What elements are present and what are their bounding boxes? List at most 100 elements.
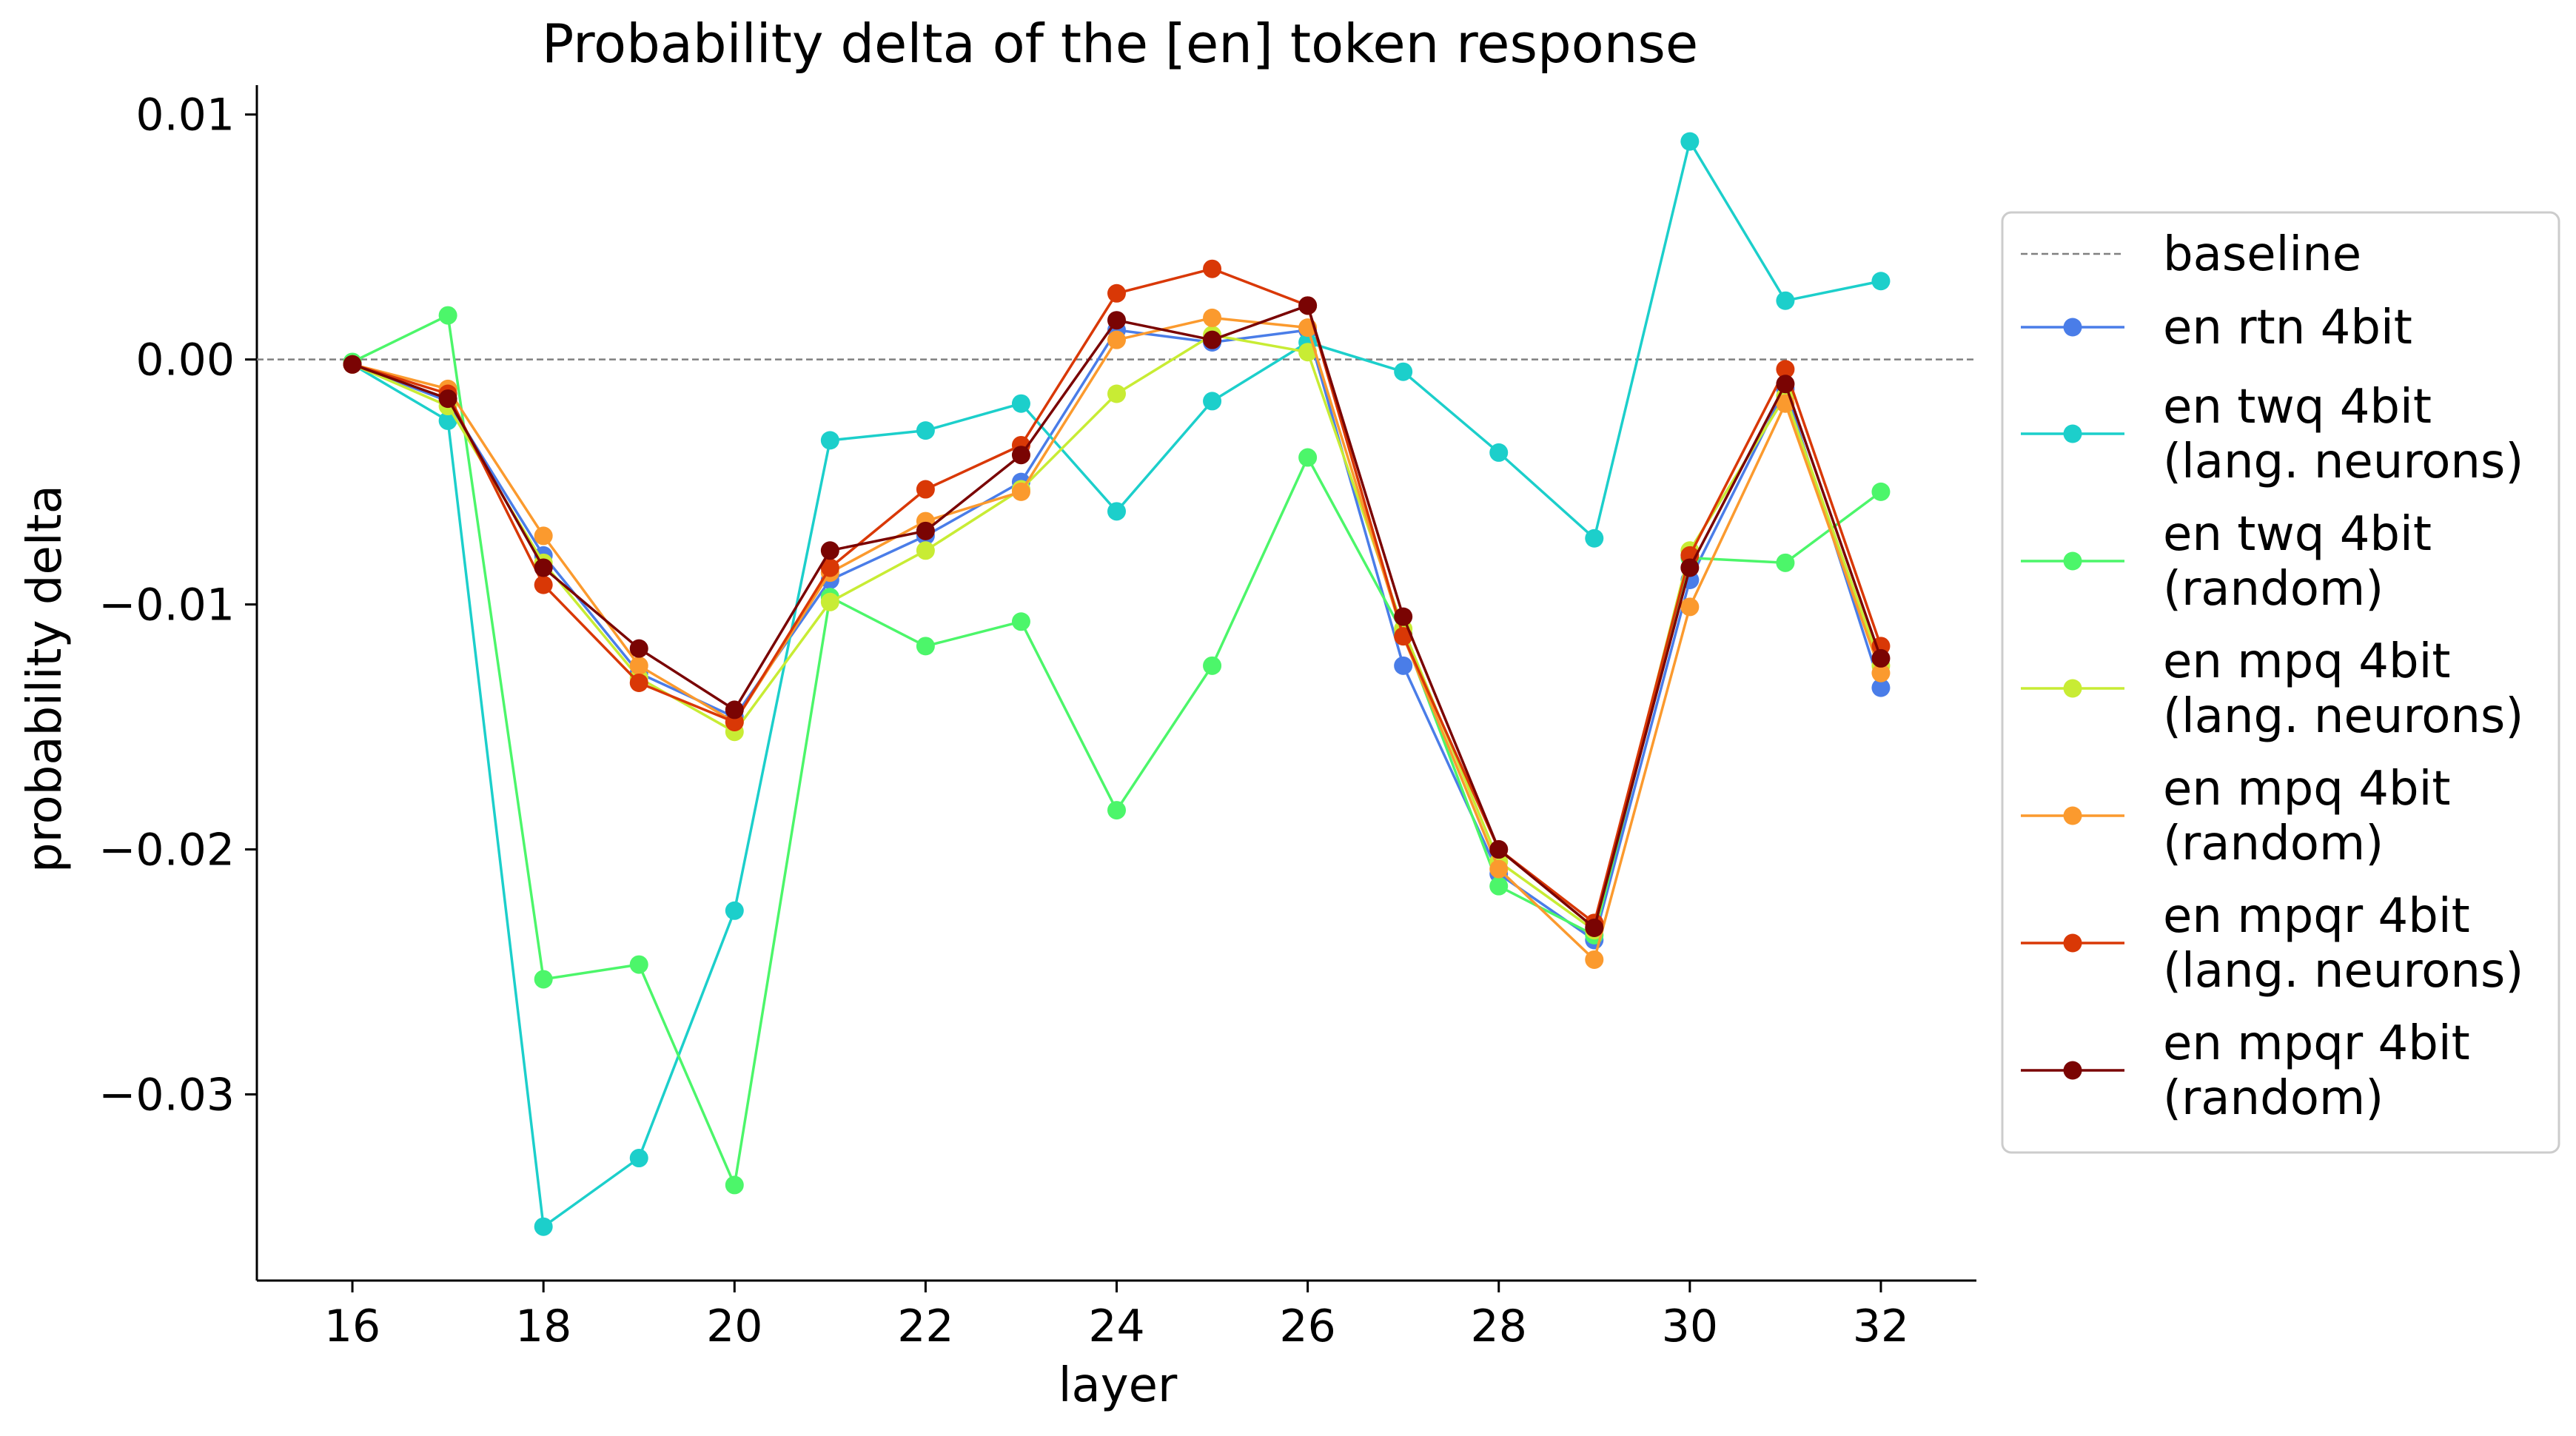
data-point (1394, 607, 1413, 626)
data-point (629, 1149, 648, 1168)
legend-label: en twq 4bit (random) (2163, 507, 2432, 617)
data-point (1680, 597, 1700, 617)
data-point (1585, 529, 1604, 548)
data-point (916, 521, 935, 540)
data-point (1871, 482, 1891, 501)
legend-box (2001, 211, 2560, 1154)
data-point (1871, 272, 1891, 291)
x-tick-label: 28 (1471, 1301, 1527, 1352)
data-point (438, 411, 457, 430)
x-tick-label: 20 (706, 1301, 762, 1352)
data-point (534, 970, 553, 989)
data-point (1203, 392, 1222, 411)
data-point (1203, 308, 1222, 327)
data-point (1776, 375, 1795, 394)
data-point (438, 389, 457, 409)
data-point (1680, 558, 1700, 577)
data-point (1489, 840, 1509, 859)
data-point (1776, 360, 1795, 379)
legend-handle-marker (2063, 424, 2082, 443)
plot-area: 16 18 20 22 24 26 28 30 32 −0.03 −0.02 −0.01 0.00 0.0… (98, 85, 1976, 1352)
legend-label: en mpqr 4bit (lang. neurons) (2163, 889, 2523, 999)
x-axis-label: layer (1059, 1358, 1178, 1413)
data-point (534, 526, 553, 546)
data-point (820, 541, 839, 560)
data-point (1871, 663, 1891, 682)
data-point (1203, 330, 1222, 349)
data-point (1011, 394, 1030, 413)
legend: baseline en rtn 4bit en twq 4bit (lang. neu… (2001, 211, 2560, 1154)
data-point (1011, 612, 1030, 631)
data-point (1107, 311, 1126, 330)
data-point (1489, 876, 1509, 896)
data-point (916, 421, 935, 440)
data-point (1203, 656, 1222, 675)
data-point (916, 637, 935, 656)
y-axis-label: probability delta (18, 485, 73, 873)
data-point (1298, 448, 1318, 467)
legend-label: en mpq 4bit (lang. neurons) (2163, 634, 2523, 744)
data-point (534, 1217, 553, 1236)
data-point (534, 575, 553, 594)
data-point (629, 674, 648, 692)
legend-handle-marker (2063, 551, 2082, 571)
data-point (1871, 648, 1891, 668)
data-point (1107, 801, 1126, 820)
legend-handle-marker (2063, 679, 2082, 698)
x-tick-label: 22 (897, 1301, 953, 1352)
data-point (1776, 291, 1795, 310)
data-point (916, 541, 935, 560)
data-point (1298, 296, 1318, 315)
y-tick-label: −0.01 (98, 580, 235, 631)
x-tick-label: 24 (1088, 1301, 1144, 1352)
chart-title: Probability delta of the [en] token resp… (542, 13, 1698, 75)
data-point (1489, 859, 1509, 879)
data-point (1107, 283, 1126, 303)
data-point (1489, 443, 1509, 462)
data-point (1011, 446, 1030, 465)
data-point (1107, 502, 1126, 521)
data-point (1298, 343, 1318, 362)
legend-handle-marker (2063, 1061, 2082, 1080)
data-point (629, 656, 648, 675)
data-point (725, 700, 744, 719)
legend-label: en mpqr 4bit (random) (2163, 1016, 2470, 1126)
data-point (916, 480, 935, 499)
data-point (1776, 553, 1795, 572)
legend-label-baseline: baseline (2163, 227, 2361, 282)
data-point (629, 955, 648, 974)
data-point (1585, 950, 1604, 969)
data-point (438, 306, 457, 325)
data-point (1394, 656, 1413, 675)
y-tick-label: 0.00 (135, 335, 235, 386)
data-point (1011, 482, 1030, 501)
y-tick-label: 0.01 (135, 90, 235, 141)
x-tick-label: 16 (324, 1301, 380, 1352)
legend-handle-marker (2063, 318, 2082, 337)
legend-label: en mpq 4bit (random) (2163, 762, 2450, 871)
data-point (629, 639, 648, 658)
data-point (1871, 678, 1891, 697)
x-tick-label: 30 (1662, 1301, 1718, 1352)
data-point (1203, 259, 1222, 278)
data-point (1394, 627, 1413, 646)
legend-handle-marker (2063, 806, 2082, 825)
data-point (820, 431, 839, 450)
data-point (820, 558, 839, 577)
data-point (725, 1175, 744, 1195)
data-point (820, 592, 839, 611)
data-point (1680, 132, 1700, 151)
x-tick-label: 18 (515, 1301, 571, 1352)
y-tick-label: −0.03 (98, 1069, 235, 1121)
x-tick-label: 32 (1853, 1301, 1909, 1352)
data-point (534, 558, 553, 577)
data-point (1585, 918, 1604, 937)
data-point (1107, 330, 1126, 349)
data-point (1107, 384, 1126, 403)
legend-label: en rtn 4bit (2163, 301, 2412, 355)
data-point (725, 901, 744, 920)
x-tick-label: 26 (1279, 1301, 1335, 1352)
data-point (343, 355, 362, 374)
legend-handle-marker (2063, 933, 2082, 953)
